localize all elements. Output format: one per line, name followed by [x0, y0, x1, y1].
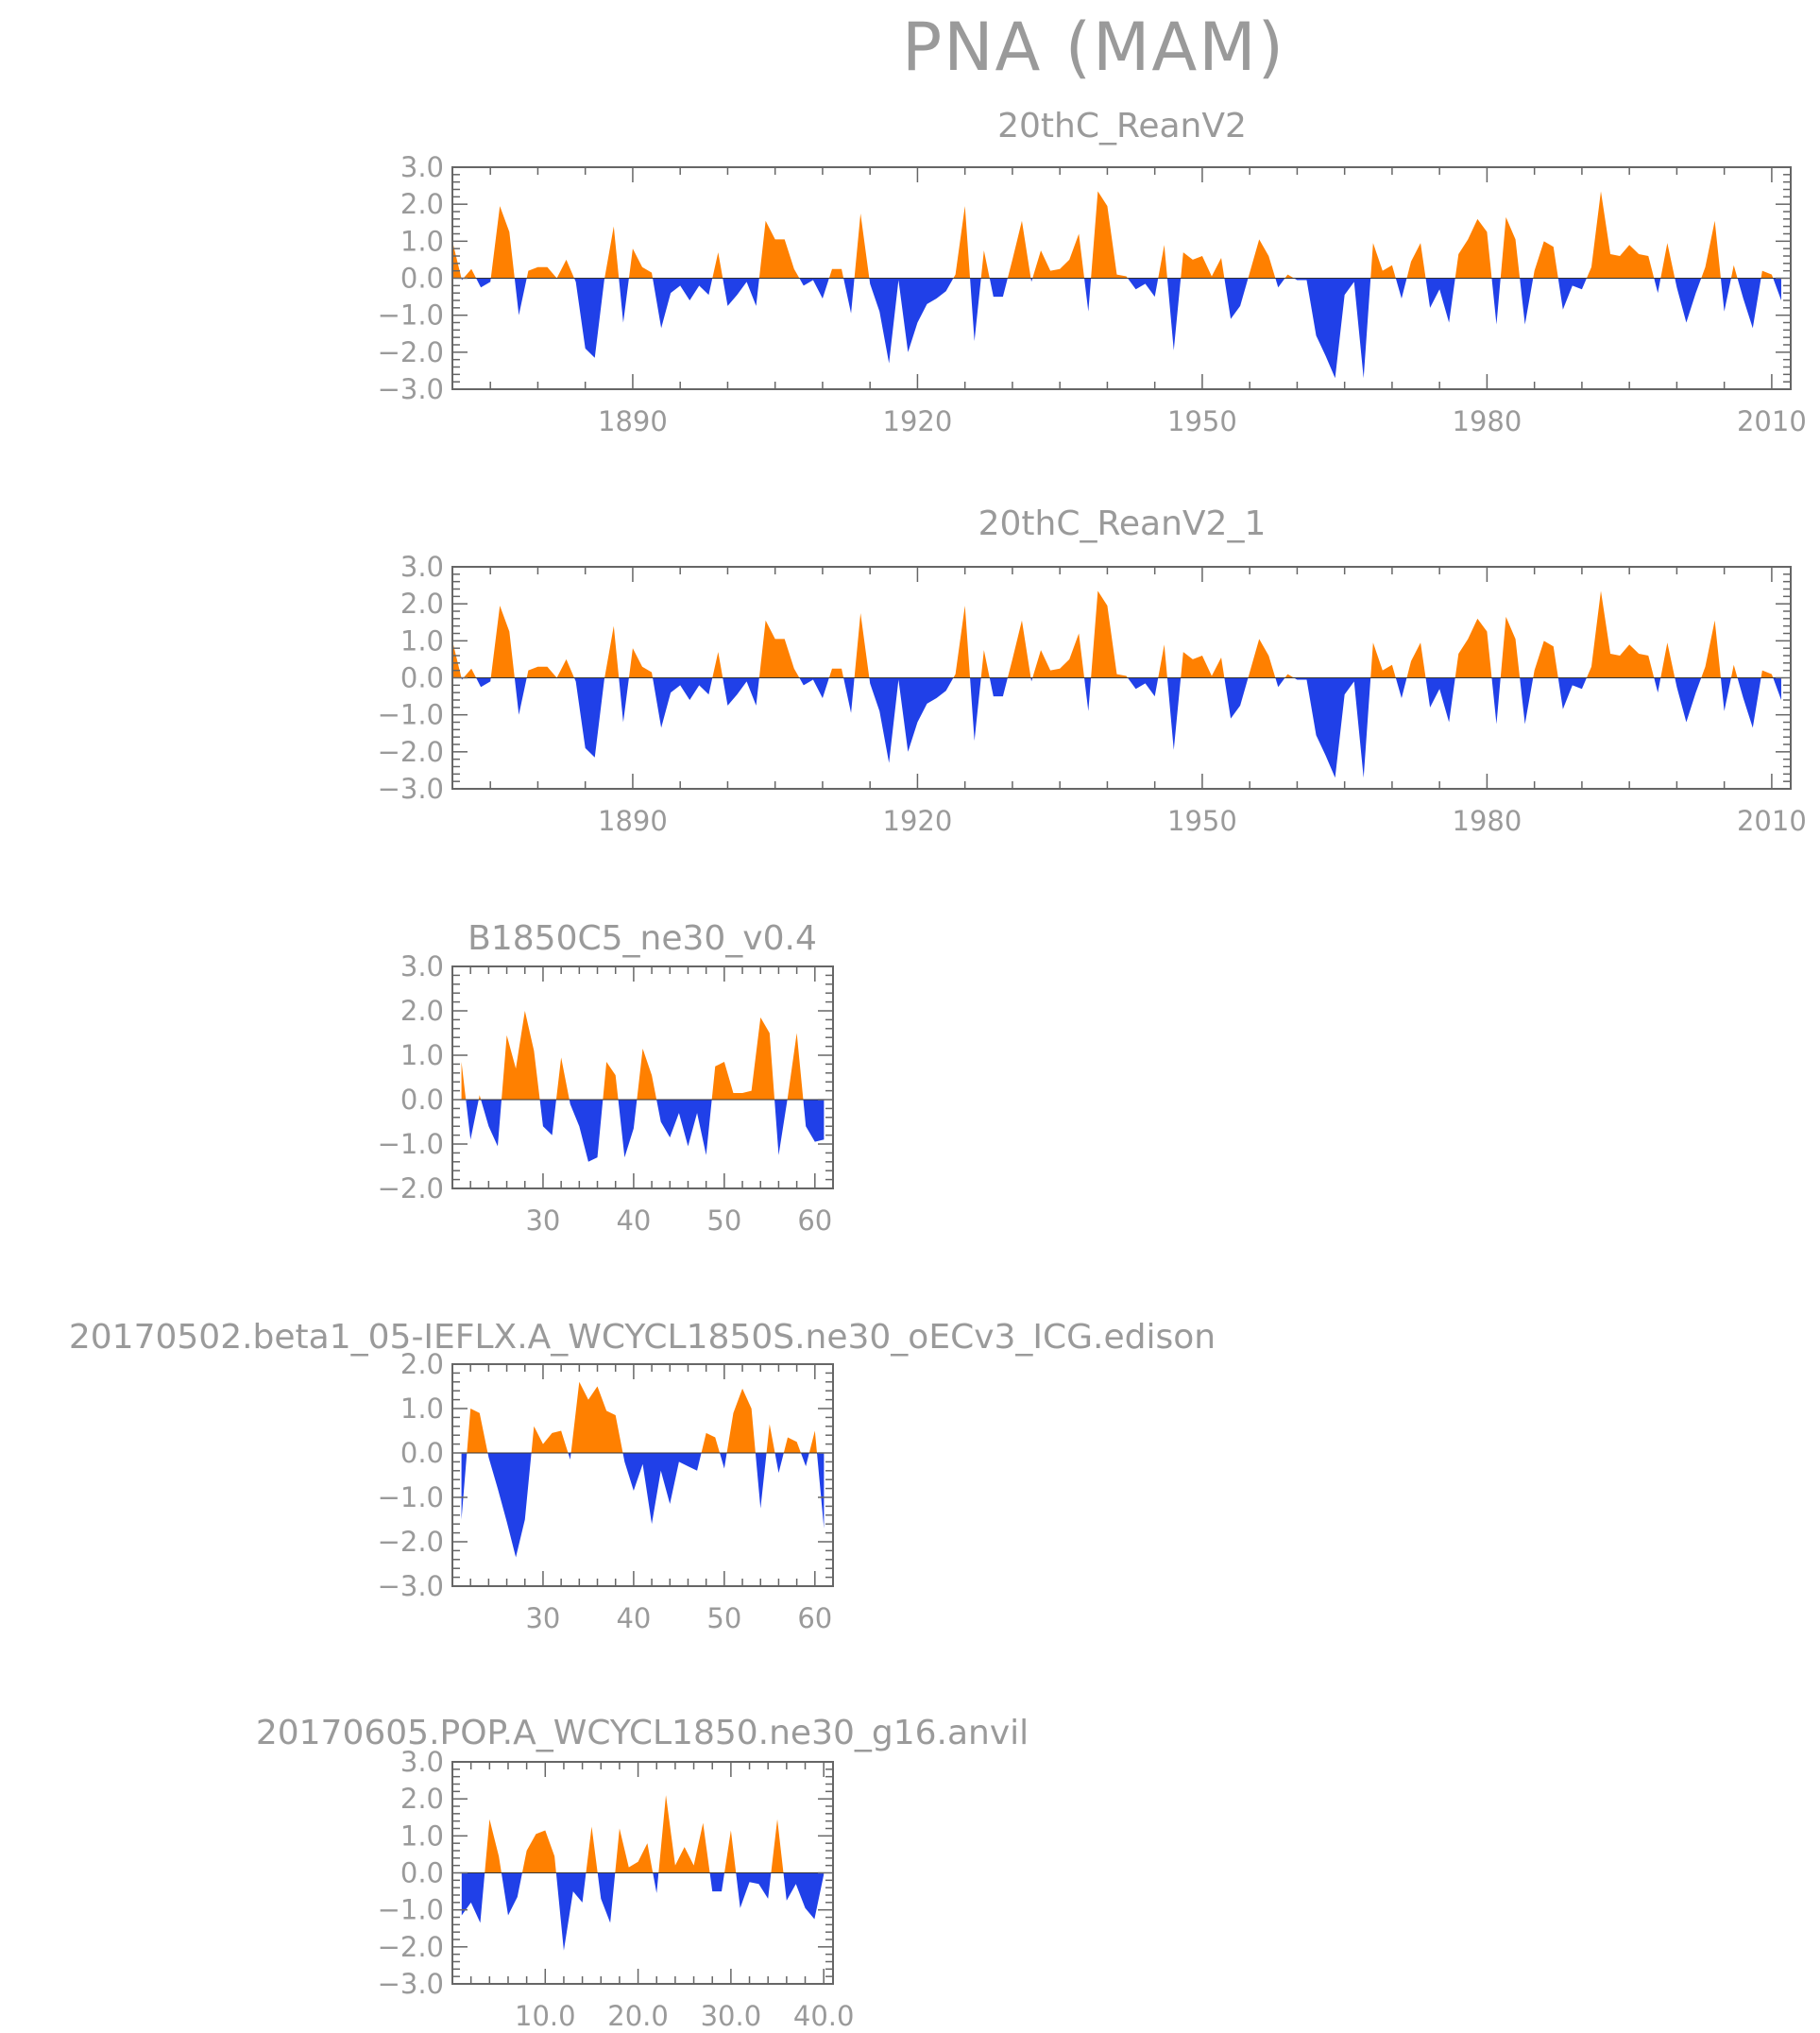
y-tick-label: 1.0: [400, 1392, 444, 1425]
plot-frame: [451, 1363, 834, 1587]
x-tick-label: 60: [797, 1204, 832, 1237]
y-tick-label: 1.0: [400, 225, 444, 257]
y-tick-label: 2.0: [400, 995, 444, 1027]
series-positive-area: [461, 1795, 825, 1873]
series-negative-area: [461, 1100, 825, 1162]
series-negative-area: [452, 278, 1781, 379]
y-tick-label: −3.0: [378, 373, 444, 405]
y-tick-label: 0.0: [400, 263, 444, 295]
y-tick-label: −2.0: [378, 1172, 444, 1204]
x-tick-label: 1890: [598, 405, 668, 437]
x-tick-label: 2010: [1737, 805, 1807, 837]
figure-title: PNA (MAM): [902, 9, 1285, 86]
x-tick-label: 40.0: [793, 2000, 855, 2032]
y-tick-label: −1.0: [378, 299, 444, 332]
y-tick-label: −1.0: [378, 699, 444, 731]
y-tick-label: 3.0: [400, 950, 444, 982]
x-tick-label: 1950: [1167, 805, 1237, 837]
y-tick-label: 2.0: [400, 188, 444, 220]
x-tick-label: 1980: [1453, 405, 1522, 437]
panel-title: 20170502.beta1_05-IEFLX.A_WCYCL1850S.ne3…: [69, 1318, 1216, 1357]
chart-panel-4: 20170502.beta1_05-IEFLX.A_WCYCL1850S.ne3…: [69, 1318, 1216, 1634]
x-tick-label: 1980: [1453, 805, 1522, 837]
panels-container: 20thC_ReanV2 −3.0 −2.0 −1.0 0.0 1.0 2.0 3.0 1890…: [69, 107, 1807, 2032]
y-tick-label: −3.0: [378, 1570, 444, 1602]
y-tick-label: −2.0: [378, 1526, 444, 1558]
y-tick-label: −2.0: [378, 736, 444, 768]
y-tick-label: −3.0: [378, 773, 444, 805]
series-positive-area: [452, 590, 1781, 678]
x-tick-label: 1950: [1167, 405, 1237, 437]
series-positive-area: [452, 191, 1781, 279]
x-tick-label: 40: [616, 1204, 651, 1237]
y-tick-label: 3.0: [400, 1746, 444, 1778]
x-tick-label: 10.0: [515, 2000, 576, 2032]
x-tick-label: 50: [706, 1602, 741, 1634]
y-tick-label: 3.0: [400, 551, 444, 583]
panel-title: B1850C5_ne30_v0.4: [468, 919, 817, 958]
x-tick-label: 60: [797, 1602, 832, 1634]
x-tick-label: 1920: [883, 405, 953, 437]
y-tick-label: −1.0: [378, 1128, 444, 1160]
chart-panel-2: 20thC_ReanV2_1 −3.0 −2.0 −1.0 0.0 1.0 2.0 3.0 18…: [378, 504, 1807, 837]
chart-panel-5: 20170605.POP.A_WCYCL1850.ne30_g16.anvil −…: [256, 1714, 1029, 2032]
series-positive-area: [461, 1381, 825, 1453]
series-negative-area: [461, 1453, 825, 1558]
x-tick-label: 30: [525, 1602, 560, 1634]
series-negative-area: [452, 677, 1781, 778]
y-tick-label: 2.0: [400, 588, 444, 620]
chart-panel-3: B1850C5_ne30_v0.4 −2.0 −1.0 0.0 1.0 2.0 3.0 30 4…: [378, 919, 834, 1237]
series-negative-area: [461, 1872, 825, 1951]
panel-title: 20170605.POP.A_WCYCL1850.ne30_g16.anvil: [256, 1714, 1029, 1752]
x-tick-label: 2010: [1737, 405, 1807, 437]
y-tick-label: 1.0: [400, 1819, 444, 1852]
series-positive-area: [461, 1011, 825, 1100]
y-tick-label: 2.0: [400, 1783, 444, 1815]
y-tick-label: −1.0: [378, 1894, 444, 1926]
y-tick-label: 3.0: [400, 151, 444, 183]
y-tick-label: 0.0: [400, 1084, 444, 1116]
x-tick-label: 30: [525, 1204, 560, 1237]
panel-title: 20thC_ReanV2: [997, 107, 1247, 145]
x-tick-label: 50: [706, 1204, 741, 1237]
y-tick-label: 0.0: [400, 1437, 444, 1469]
x-tick-label: 20.0: [607, 2000, 669, 2032]
y-tick-label: 0.0: [400, 662, 444, 694]
y-tick-label: −3.0: [378, 1968, 444, 2000]
x-tick-label: 30.0: [701, 2000, 762, 2032]
chart-panel-1: 20thC_ReanV2 −3.0 −2.0 −1.0 0.0 1.0 2.0 3.0 1890…: [378, 107, 1807, 437]
y-tick-label: 1.0: [400, 624, 444, 657]
y-tick-label: −1.0: [378, 1481, 444, 1513]
x-tick-label: 1890: [598, 805, 668, 837]
x-tick-label: 1920: [883, 805, 953, 837]
panel-title: 20thC_ReanV2_1: [978, 504, 1267, 543]
y-tick-label: −2.0: [378, 336, 444, 368]
y-tick-label: 0.0: [400, 1857, 444, 1889]
y-tick-label: 2.0: [400, 1348, 444, 1380]
x-tick-label: 40: [616, 1602, 651, 1634]
y-tick-label: 1.0: [400, 1039, 444, 1071]
plot-frame: [451, 965, 834, 1189]
y-tick-label: −2.0: [378, 1931, 444, 1963]
